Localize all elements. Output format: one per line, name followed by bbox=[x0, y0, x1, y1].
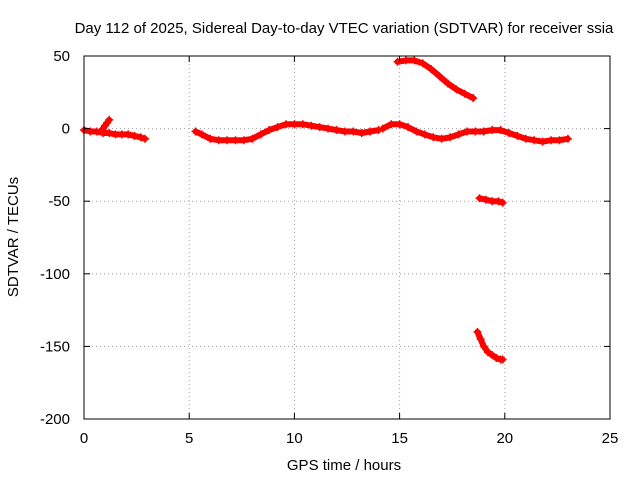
x-tick-label: 0 bbox=[80, 430, 88, 447]
data-point bbox=[206, 134, 215, 143]
series-trace-arc-4 bbox=[394, 57, 477, 102]
data-point bbox=[141, 134, 150, 143]
data-point bbox=[547, 136, 556, 145]
data-point bbox=[349, 127, 358, 136]
data-point bbox=[401, 56, 410, 65]
x-tick-label: 25 bbox=[602, 430, 619, 447]
data-point bbox=[473, 327, 482, 336]
data-point bbox=[454, 130, 463, 139]
plot-frame bbox=[83, 55, 611, 420]
data-point bbox=[437, 134, 446, 143]
data-point bbox=[538, 137, 547, 146]
data-point bbox=[298, 120, 307, 129]
data-point bbox=[460, 89, 469, 98]
x-tick-label: 5 bbox=[185, 430, 193, 447]
data-point bbox=[443, 79, 452, 88]
data-point bbox=[410, 56, 419, 65]
data-point bbox=[105, 115, 114, 124]
y-tick-label: 50 bbox=[53, 48, 70, 65]
data-point bbox=[505, 128, 514, 137]
data-point bbox=[130, 131, 139, 140]
y-tick-label: -50 bbox=[48, 193, 70, 210]
axis-ticks: 0 5 10 15 20 25 50 0 -50 -100 -150 -200 bbox=[40, 48, 618, 447]
data-point bbox=[332, 126, 341, 135]
data-point bbox=[256, 130, 265, 139]
data-point bbox=[265, 126, 274, 135]
data-point bbox=[412, 127, 421, 136]
data-point bbox=[476, 335, 485, 344]
data-point bbox=[475, 194, 484, 203]
data-point bbox=[462, 127, 471, 136]
data-point bbox=[471, 127, 480, 136]
y-axis-label: SDTVAR / TECUs bbox=[5, 177, 22, 297]
data-point bbox=[483, 348, 492, 357]
data-point bbox=[124, 130, 133, 139]
data-point bbox=[494, 197, 503, 206]
data-point bbox=[492, 354, 501, 363]
data-point bbox=[488, 351, 497, 360]
data-point bbox=[307, 121, 316, 130]
data-point bbox=[446, 133, 455, 142]
data-point bbox=[239, 136, 248, 145]
data-point bbox=[479, 127, 488, 136]
y-tick-label: -200 bbox=[40, 411, 70, 428]
data-point bbox=[105, 128, 114, 137]
data-point bbox=[315, 123, 324, 132]
data-point bbox=[481, 195, 490, 204]
data-point bbox=[555, 136, 564, 145]
data-point bbox=[357, 128, 366, 137]
x-tick-label: 10 bbox=[286, 430, 303, 447]
chart-title: Day 112 of 2025, Sidereal Day-to-day VTE… bbox=[75, 20, 614, 37]
data-point bbox=[563, 134, 572, 143]
data-point bbox=[498, 355, 507, 364]
data-point bbox=[395, 120, 404, 129]
data-point bbox=[231, 136, 240, 145]
data-point bbox=[248, 134, 257, 143]
data-point bbox=[498, 198, 507, 207]
x-axis-label: GPS time / hours bbox=[287, 457, 401, 474]
y-tick-label: 0 bbox=[62, 121, 70, 138]
data-point bbox=[387, 120, 396, 129]
data-point bbox=[273, 123, 282, 132]
data-point bbox=[418, 59, 427, 68]
data-point bbox=[92, 127, 101, 136]
grid-lines bbox=[84, 56, 610, 419]
data-point bbox=[488, 126, 497, 135]
data-point bbox=[191, 127, 200, 136]
y-tick-label: -150 bbox=[40, 338, 70, 355]
data-point bbox=[404, 123, 413, 132]
series-trace-arc-1-spike bbox=[99, 116, 113, 132]
data-point bbox=[290, 120, 299, 129]
data-point bbox=[429, 133, 438, 142]
data-point bbox=[324, 124, 333, 133]
data-point bbox=[366, 127, 375, 136]
data-point bbox=[427, 65, 436, 74]
x-tick-label: 20 bbox=[496, 430, 513, 447]
data-point bbox=[435, 72, 444, 81]
data-point bbox=[393, 57, 402, 66]
data-point bbox=[214, 136, 223, 145]
data-point bbox=[223, 136, 232, 145]
data-marks bbox=[80, 56, 572, 364]
data-point bbox=[452, 85, 461, 94]
x-tick-label: 15 bbox=[391, 430, 408, 447]
data-point bbox=[521, 134, 530, 143]
data-point bbox=[378, 124, 387, 133]
data-point bbox=[420, 130, 429, 139]
data-point bbox=[496, 126, 505, 135]
data-point bbox=[530, 136, 539, 145]
data-point bbox=[281, 120, 290, 129]
data-point bbox=[197, 130, 206, 139]
data-point bbox=[479, 342, 488, 351]
data-point bbox=[469, 94, 478, 103]
data-point bbox=[340, 127, 349, 136]
data-point bbox=[513, 131, 522, 140]
data-point bbox=[136, 133, 145, 142]
y-tick-label: -100 bbox=[40, 266, 70, 283]
